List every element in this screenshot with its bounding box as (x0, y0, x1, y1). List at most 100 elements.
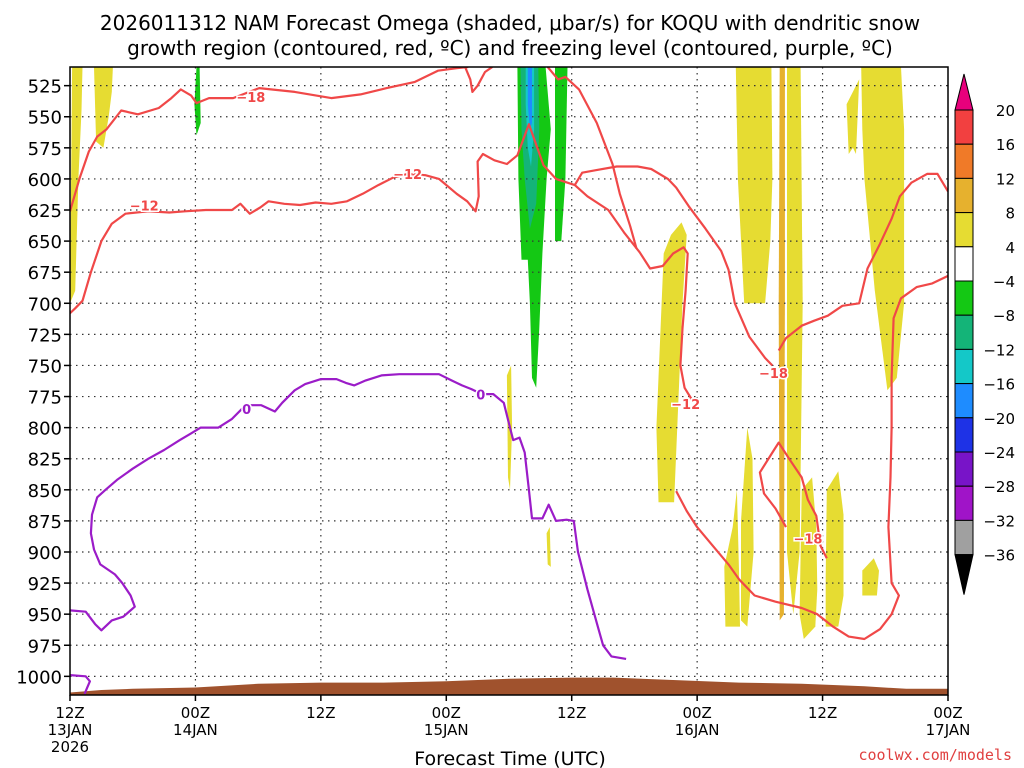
omega-region-11 (846, 79, 860, 154)
dgz-contour-6 (675, 274, 948, 641)
colorbar-label-1: 16 (996, 136, 1015, 154)
colorbar: 20 16 12 8 4 −4 −8 −12 −16 −20 −24 −28 −32 −36 (954, 73, 1015, 595)
y-tick-label-975: 975 (28, 636, 62, 657)
colorbar-label-2: 12 (996, 170, 1015, 188)
colorbar-label-12: −32 (983, 512, 1015, 530)
plot-area: −18 −12 −12 −12 −18 −18 0 0 (70, 67, 948, 695)
omega-region-20 (527, 67, 532, 130)
plot-frame (69, 66, 949, 696)
contour-label-0: −18 (236, 91, 265, 106)
chart-title-line2: growth region (contoured, red, ºC) and f… (127, 36, 893, 60)
axes: 525 550 575 600 625 650 675 700 725 750 775 800 825 8… (16, 66, 971, 756)
dgz-contour-5 (777, 172, 948, 352)
chart-title-line1: 2026011312 NAM Forecast Omega (shaded, μ… (100, 11, 920, 35)
y-tick-label-900: 900 (28, 543, 62, 564)
x-tick-label-0-0: 12Z (55, 704, 84, 722)
colorbar-label-7: −12 (983, 341, 1015, 359)
x-tick-label-60-1: 16JAN (675, 721, 720, 739)
x-tick-label-12-0: 00Z (181, 704, 210, 722)
y-tick-label-750: 750 (28, 356, 62, 377)
y-tick-label-775: 775 (28, 388, 62, 409)
colorbar-label-6: −8 (993, 307, 1015, 325)
x-tick-label-12-1: 14JAN (173, 721, 218, 739)
omega-region-17 (555, 67, 568, 242)
dgz-contour-7 (758, 441, 828, 559)
y-tick-label-850: 850 (28, 481, 62, 502)
y-tick-label-825: 825 (28, 450, 62, 471)
x-tick-label-72-0: 12Z (808, 704, 837, 722)
omega-region-1 (94, 67, 113, 148)
dgz-contour-2 (70, 123, 694, 403)
colorbar-swatch-4 (954, 212, 974, 248)
contour-label-7: 0 (476, 388, 485, 403)
colorbar-label-4: 4 (1005, 239, 1015, 257)
colorbar-label-11: −28 (983, 478, 1015, 496)
colorbar-swatch-9 (954, 383, 974, 419)
y-tick-label-725: 725 (28, 325, 62, 346)
y-tick-label-650: 650 (28, 232, 62, 253)
colorbar-swatch-6 (954, 280, 974, 316)
dgz-contour-4 (573, 165, 774, 367)
contour-label-3: −12 (671, 398, 700, 413)
x-tick-label-60-0: 00Z (682, 704, 711, 722)
x-tick-label-24-0: 12Z (306, 704, 335, 722)
omega-region-15 (194, 67, 201, 136)
y-tick-label-675: 675 (28, 263, 62, 284)
x-tick-label-84-1: 17JAN (926, 721, 971, 739)
colorbar-swatch-13 (954, 519, 974, 556)
colorbar-label-8: −16 (983, 376, 1015, 394)
colorbar-swatch-10 (954, 417, 974, 453)
y-tick-label-625: 625 (28, 201, 62, 222)
x-tick-label-0-1: 13JAN (48, 721, 93, 739)
omega-region-13 (862, 558, 879, 596)
colorbar-swatch-1 (954, 109, 974, 145)
x-tick-label-36-0: 00Z (432, 704, 461, 722)
dgz-contour-1 (464, 67, 493, 94)
y-tick-label-700: 700 (28, 294, 62, 315)
x-tick-label-36-1: 15JAN (424, 721, 469, 739)
colorbar-label-0: 20 (996, 102, 1015, 120)
y-tick-label-925: 925 (28, 574, 62, 595)
colorbar-swatch-3 (954, 177, 974, 214)
colorbar-label-5: −4 (993, 273, 1015, 291)
plot-content: −18 −12 −12 −12 −18 −18 0 0 (70, 67, 948, 695)
omega-region-8 (787, 67, 803, 615)
colorbar-swatch-8 (954, 348, 974, 385)
contour-label-6: 0 (242, 403, 251, 418)
terrain-fill (70, 677, 948, 695)
colorbar-label-10: −24 (983, 444, 1015, 462)
contour-label-2: −12 (393, 168, 422, 183)
dgz-contour-3 (546, 67, 638, 249)
colorbar-label-9: −20 (983, 410, 1015, 428)
colorbar-swatch-11 (954, 451, 974, 487)
omega-region-9 (799, 477, 818, 639)
y-tick-label-1000: 1000 (16, 667, 62, 688)
omega-region-6 (741, 427, 754, 627)
colorbar-arrow-top (954, 73, 974, 111)
y-tick-label-575: 575 (28, 139, 62, 160)
omega-region-12 (861, 67, 905, 391)
colorbar-arrow-bottom (954, 554, 974, 595)
colorbar-swatch-7 (954, 314, 974, 350)
x-tick-label-48-0: 12Z (557, 704, 586, 722)
y-tick-label-800: 800 (28, 419, 62, 440)
y-tick-label-600: 600 (28, 170, 62, 191)
y-tick-label-525: 525 (28, 77, 62, 98)
omega-region-3 (546, 527, 551, 567)
contour-label-1: −12 (130, 199, 159, 214)
y-tick-label-950: 950 (28, 605, 62, 626)
contour-label-4: −18 (759, 367, 788, 382)
omega-region-4 (656, 222, 687, 503)
omega-region-7 (735, 67, 773, 304)
colorbar-swatch-5 (954, 246, 974, 282)
y-tick-label-550: 550 (28, 108, 62, 129)
omega-region-0 (70, 67, 83, 304)
omega-region-10 (825, 471, 844, 627)
dgz-contour-0 (70, 67, 469, 212)
freezing-contour-1 (70, 674, 92, 695)
x-axis-label: Forecast Time (UTC) (414, 748, 605, 768)
colorbar-swatch-2 (954, 143, 974, 179)
omega-region-5 (724, 489, 740, 627)
credit-text: coolwx.com/models (858, 746, 1012, 764)
